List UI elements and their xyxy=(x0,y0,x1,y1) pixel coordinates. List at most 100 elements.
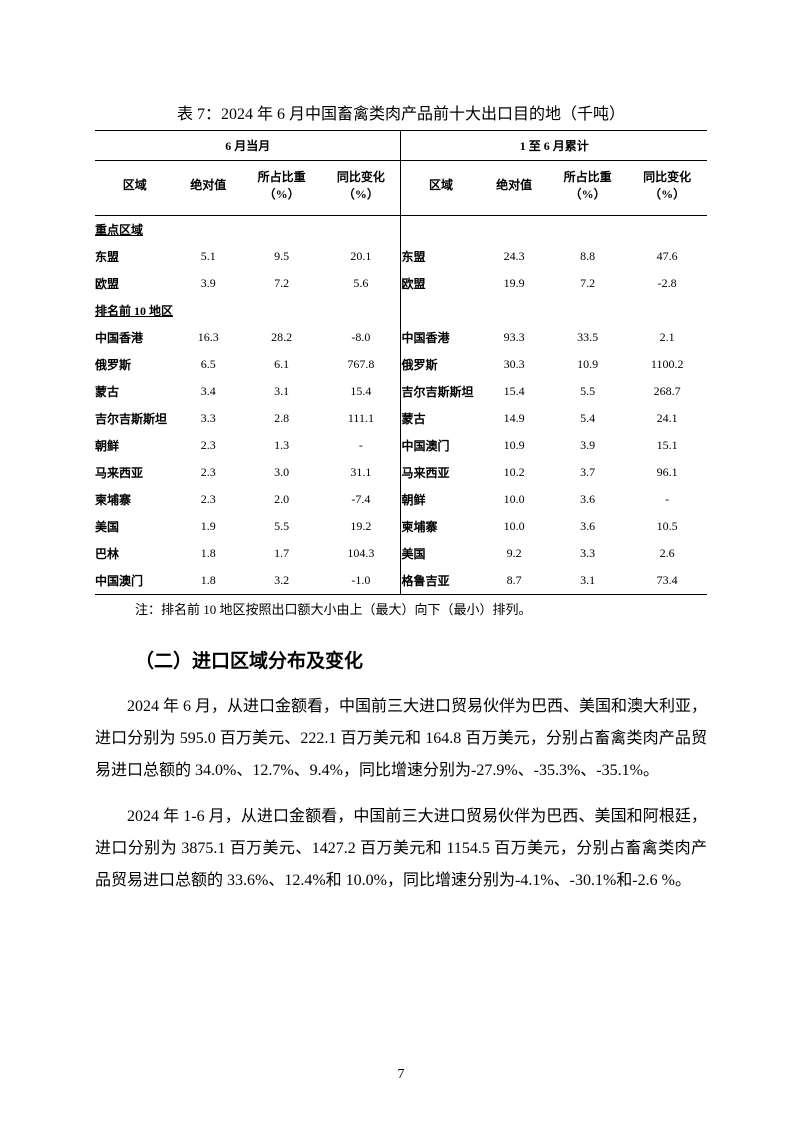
body-paragraph-2: 2024 年 1-6 月，从进口金额看，中国前三大进口贸易伙伴为巴西、美国和阿根… xyxy=(95,801,707,897)
table-cell: 7.2 xyxy=(548,270,628,297)
table-cell: 欧盟 xyxy=(401,270,481,297)
table-cell: 31.1 xyxy=(321,459,401,486)
table-cell: 5.1 xyxy=(175,243,242,270)
col-region-left: 区域 xyxy=(95,161,175,216)
table-section-label: 重点区域 xyxy=(95,215,707,243)
table-group-header-row: 6 月当月 1 至 6 月累计 xyxy=(95,131,707,161)
table-cell: -1.0 xyxy=(321,567,401,595)
table-cell: 7.2 xyxy=(242,270,322,297)
table-row: 俄罗斯6.56.1767.8俄罗斯30.310.91100.2 xyxy=(95,351,707,378)
table-cell: 2.6 xyxy=(627,540,707,567)
col-abs-right: 绝对值 xyxy=(481,161,548,216)
table-cell: 15.4 xyxy=(481,378,548,405)
table-cell: 2.0 xyxy=(242,486,322,513)
table-cell: 3.3 xyxy=(548,540,628,567)
table-cell: 2.3 xyxy=(175,459,242,486)
table-cell: 2.1 xyxy=(627,324,707,351)
col-abs-left: 绝对值 xyxy=(175,161,242,216)
table-cell: 马来西亚 xyxy=(95,459,175,486)
table-cell: 268.7 xyxy=(627,378,707,405)
table-cell: 中国澳门 xyxy=(95,567,175,595)
table-cell: 柬埔寨 xyxy=(401,513,481,540)
table-cell: 28.2 xyxy=(242,324,322,351)
table-column-header-row: 区域 绝对值 所占比重（%） 同比变化（%） 区域 绝对值 所占比重（%） 同比… xyxy=(95,161,707,216)
table-cell: 中国澳门 xyxy=(401,432,481,459)
table-cell: 3.6 xyxy=(548,513,628,540)
table-cell: 8.7 xyxy=(481,567,548,595)
table-cell: 16.3 xyxy=(175,324,242,351)
table-cell: 6.5 xyxy=(175,351,242,378)
table-cell: 朝鲜 xyxy=(401,486,481,513)
section-label-cell-empty xyxy=(401,215,707,243)
table-cell: 柬埔寨 xyxy=(95,486,175,513)
table-cell: 蒙古 xyxy=(401,405,481,432)
table-cell: 104.3 xyxy=(321,540,401,567)
table-cell: 2.3 xyxy=(175,486,242,513)
table-cell: 3.9 xyxy=(548,432,628,459)
page-number: 7 xyxy=(0,1067,802,1083)
table-cell: 俄罗斯 xyxy=(95,351,175,378)
table-cell: 10.9 xyxy=(481,432,548,459)
table-cell: 东盟 xyxy=(401,243,481,270)
section-heading: （二）进口区域分布及变化 xyxy=(135,646,707,673)
table-cell: 3.0 xyxy=(242,459,322,486)
table-cell: 中国香港 xyxy=(95,324,175,351)
table-cell: - xyxy=(321,432,401,459)
col-yoy-left: 同比变化（%） xyxy=(321,161,401,216)
table-cell: 3.9 xyxy=(175,270,242,297)
table-row: 马来西亚2.33.031.1马来西亚10.23.796.1 xyxy=(95,459,707,486)
group-header-left: 6 月当月 xyxy=(95,131,401,161)
col-share-left: 所占比重（%） xyxy=(242,161,322,216)
table-cell: 1.3 xyxy=(242,432,322,459)
table-cell: 33.5 xyxy=(548,324,628,351)
table-row: 巴林1.81.7104.3美国9.23.32.6 xyxy=(95,540,707,567)
table-cell: 1.8 xyxy=(175,567,242,595)
table-cell: 2.3 xyxy=(175,432,242,459)
table-cell: 10.0 xyxy=(481,486,548,513)
table-cell: 蒙古 xyxy=(95,378,175,405)
table-row: 美国1.95.519.2柬埔寨10.03.610.5 xyxy=(95,513,707,540)
table-cell: -2.8 xyxy=(627,270,707,297)
table-cell: 19.9 xyxy=(481,270,548,297)
table-cell: 15.1 xyxy=(627,432,707,459)
table-cell: 10.9 xyxy=(548,351,628,378)
table-footnote: 注：排名前 10 地区按照出口额大小由上（最大）向下（最小）排列。 xyxy=(95,599,707,618)
table-cell: 1100.2 xyxy=(627,351,707,378)
table-cell: 欧盟 xyxy=(95,270,175,297)
table-cell: 73.4 xyxy=(627,567,707,595)
table-cell: 15.4 xyxy=(321,378,401,405)
body-paragraph-1: 2024 年 6 月，从进口金额看，中国前三大进口贸易伙伴为巴西、美国和澳大利亚… xyxy=(95,691,707,787)
table-cell: 1.7 xyxy=(242,540,322,567)
table-cell: 9.5 xyxy=(242,243,322,270)
table-cell: 93.3 xyxy=(481,324,548,351)
table-cell: 3.7 xyxy=(548,459,628,486)
table-cell: 5.5 xyxy=(242,513,322,540)
table-cell: 2.8 xyxy=(242,405,322,432)
table-cell: 9.2 xyxy=(481,540,548,567)
table-cell: 5.4 xyxy=(548,405,628,432)
table-cell: 3.1 xyxy=(242,378,322,405)
table-cell: 24.3 xyxy=(481,243,548,270)
table-row: 东盟5.19.520.1东盟24.38.847.6 xyxy=(95,243,707,270)
table-cell: -7.4 xyxy=(321,486,401,513)
table-cell: 5.5 xyxy=(548,378,628,405)
table-row: 柬埔寨2.32.0-7.4朝鲜10.03.6- xyxy=(95,486,707,513)
table-row: 中国澳门1.83.2-1.0格鲁吉亚8.73.173.4 xyxy=(95,567,707,595)
table-cell: 美国 xyxy=(95,513,175,540)
table-cell: 吉尔吉斯斯坦 xyxy=(95,405,175,432)
table-row: 吉尔吉斯斯坦3.32.8111.1蒙古14.95.424.1 xyxy=(95,405,707,432)
col-yoy-right: 同比变化（%） xyxy=(627,161,707,216)
table-cell: - xyxy=(627,486,707,513)
table-cell: 3.1 xyxy=(548,567,628,595)
table-row: 中国香港16.328.2-8.0中国香港93.333.52.1 xyxy=(95,324,707,351)
table-cell: 30.3 xyxy=(481,351,548,378)
table-cell: 吉尔吉斯斯坦 xyxy=(401,378,481,405)
table-row: 朝鲜2.31.3-中国澳门10.93.915.1 xyxy=(95,432,707,459)
table-section-label: 排名前 10 地区 xyxy=(95,297,707,324)
table-row: 欧盟3.97.25.6欧盟19.97.2-2.8 xyxy=(95,270,707,297)
col-region-right: 区域 xyxy=(401,161,481,216)
table-cell: 10.5 xyxy=(627,513,707,540)
table-cell: 1.9 xyxy=(175,513,242,540)
section-label-cell: 重点区域 xyxy=(95,215,401,243)
table-cell: 24.1 xyxy=(627,405,707,432)
